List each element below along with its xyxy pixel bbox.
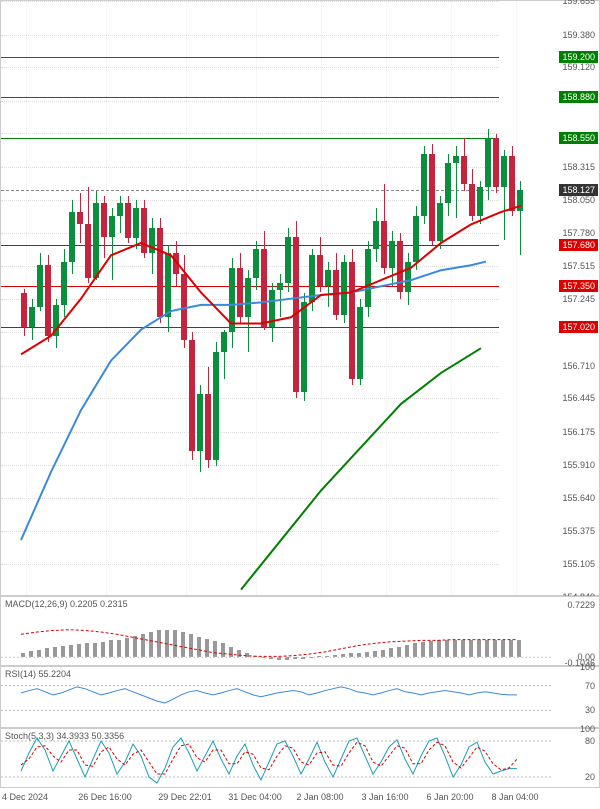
rsi-chart: RSI(14) 55.2204 1007030	[0, 666, 600, 728]
macd-plot-area	[1, 597, 549, 665]
stoch-chart: Stoch(5,3,3) 34.3933 50.3356 1008020	[0, 728, 600, 788]
main-plot-area	[1, 1, 549, 595]
stoch-plot-area	[1, 729, 549, 787]
macd-chart: MACD(12,26,9) 0.2205 0.2315 0.72290.00-0…	[0, 596, 600, 666]
main-y-axis: 159.655159.380159.120158.315158.050157.7…	[549, 1, 599, 595]
macd-y-axis: 0.72290.00-0.1036	[549, 597, 599, 665]
stoch-y-axis: 1008020	[549, 729, 599, 787]
rsi-plot-area	[1, 667, 549, 727]
rsi-y-axis: 1007030	[549, 667, 599, 727]
main-price-chart: 159.655159.380159.120158.315158.050157.7…	[0, 0, 600, 596]
x-axis: 4 Dec 202426 Dec 16:0029 Dec 22:0131 Dec…	[0, 788, 600, 809]
